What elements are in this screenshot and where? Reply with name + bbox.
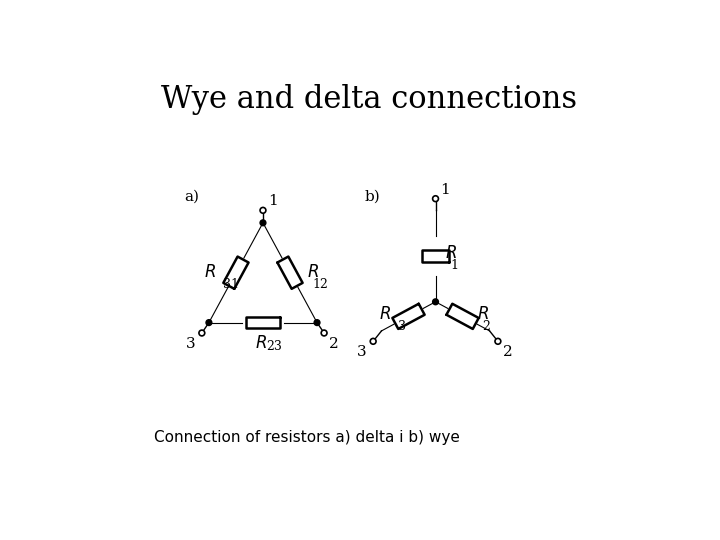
- Text: 3: 3: [357, 346, 367, 360]
- Circle shape: [260, 220, 266, 226]
- Text: 12: 12: [313, 278, 329, 291]
- Text: 23: 23: [266, 340, 282, 353]
- Text: 31: 31: [223, 278, 240, 291]
- Text: b): b): [365, 190, 381, 204]
- Text: 1: 1: [441, 183, 450, 197]
- Text: $R$: $R$: [255, 335, 267, 352]
- Circle shape: [433, 299, 438, 305]
- Text: 1: 1: [268, 194, 278, 208]
- Circle shape: [260, 207, 266, 213]
- Text: 1: 1: [450, 259, 458, 272]
- Text: $R$: $R$: [477, 306, 489, 323]
- Circle shape: [321, 330, 327, 336]
- Text: $R$: $R$: [379, 306, 391, 323]
- Text: 2: 2: [482, 320, 490, 333]
- Text: $R$: $R$: [307, 264, 320, 281]
- Circle shape: [495, 339, 501, 344]
- Text: $R$: $R$: [204, 264, 216, 281]
- Text: a): a): [184, 190, 199, 204]
- Text: 3: 3: [398, 320, 406, 333]
- Text: Connection of resistors a) delta i b) wye: Connection of resistors a) delta i b) wy…: [153, 430, 459, 445]
- Circle shape: [314, 320, 320, 326]
- Text: Wye and delta connections: Wye and delta connections: [161, 84, 577, 114]
- Circle shape: [199, 330, 204, 336]
- Text: $R$: $R$: [445, 246, 456, 262]
- Text: 3: 3: [186, 337, 196, 351]
- Circle shape: [433, 196, 438, 201]
- Circle shape: [206, 320, 212, 326]
- Circle shape: [370, 339, 376, 344]
- Text: 2: 2: [503, 346, 513, 360]
- Text: 2: 2: [329, 337, 339, 351]
